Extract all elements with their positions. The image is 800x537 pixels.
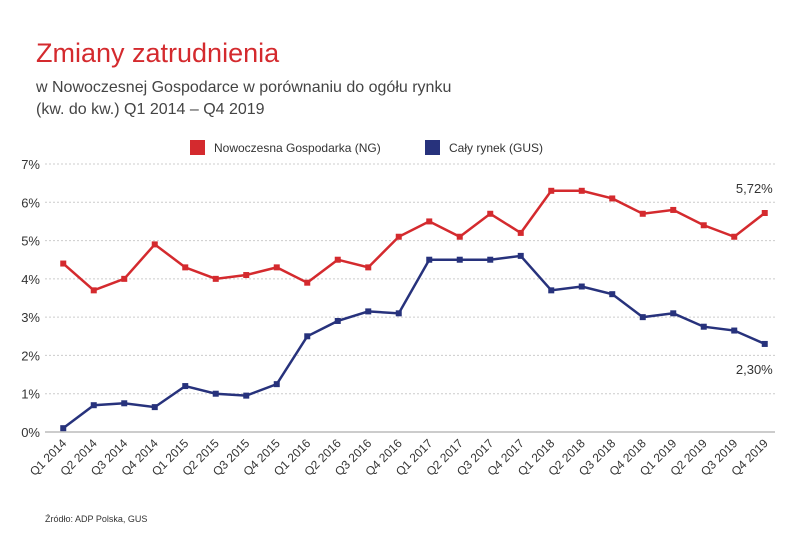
- point-marker: [182, 264, 189, 271]
- chart-subtitle: (kw. do kw.) Q1 2014 – Q4 2019: [36, 101, 265, 118]
- point-marker: [609, 195, 616, 202]
- point-marker: [90, 402, 97, 409]
- point-marker: [761, 210, 768, 217]
- point-marker: [517, 229, 524, 236]
- point-marker: [670, 206, 677, 213]
- point-marker: [456, 256, 463, 263]
- chart-subtitle: w Nowoczesnej Gospodarce w porównaniu do…: [35, 79, 451, 96]
- source: Źródło: ADP Polska, GUS: [45, 514, 147, 524]
- y-tick-label: 7%: [21, 157, 40, 172]
- point-marker: [639, 314, 646, 321]
- point-marker: [700, 323, 707, 330]
- point-marker: [121, 275, 128, 282]
- point-marker: [548, 187, 555, 194]
- point-marker: [761, 340, 768, 347]
- point-marker: [395, 233, 402, 240]
- point-marker: [639, 210, 646, 217]
- point-marker: [731, 327, 738, 334]
- point-marker: [243, 392, 250, 399]
- y-tick-label: 3%: [21, 310, 40, 325]
- y-tick-label: 0%: [21, 425, 40, 440]
- point-marker: [487, 210, 494, 217]
- point-marker: [365, 264, 372, 271]
- point-marker: [273, 264, 280, 271]
- point-marker: [731, 233, 738, 240]
- point-marker: [487, 256, 494, 263]
- point-marker: [212, 275, 219, 282]
- point-marker: [517, 252, 524, 259]
- point-marker: [304, 333, 311, 340]
- point-marker: [365, 308, 372, 315]
- point-marker: [395, 310, 402, 317]
- point-marker: [151, 241, 158, 248]
- point-marker: [609, 291, 616, 298]
- point-marker: [578, 283, 585, 290]
- point-marker: [304, 279, 311, 286]
- series-line: [62, 189, 766, 292]
- point-marker: [426, 256, 433, 263]
- legend-label: Nowoczesna Gospodarka (NG): [214, 141, 381, 155]
- value-label: 5,72%: [736, 181, 773, 196]
- point-marker: [212, 390, 219, 397]
- legend-swatch: [425, 140, 440, 155]
- y-tick-label: 4%: [21, 272, 40, 287]
- point-marker: [60, 425, 67, 432]
- point-marker: [243, 272, 250, 279]
- y-tick-label: 6%: [21, 195, 40, 210]
- legend-label: Cały rynek (GUS): [449, 141, 543, 155]
- point-marker: [334, 256, 341, 263]
- y-tick-label: 2%: [21, 348, 40, 363]
- point-marker: [670, 310, 677, 317]
- point-marker: [121, 400, 128, 407]
- point-marker: [578, 187, 585, 194]
- point-marker: [426, 218, 433, 225]
- point-marker: [456, 233, 463, 240]
- point-marker: [60, 260, 67, 267]
- point-marker: [700, 222, 707, 229]
- chart-title: Zmiany zatrudnienia: [36, 38, 280, 68]
- y-tick-label: 5%: [21, 234, 40, 249]
- value-label: 2,30%: [736, 362, 773, 377]
- y-tick-label: 1%: [21, 387, 40, 402]
- point-marker: [548, 287, 555, 294]
- point-marker: [273, 381, 280, 388]
- series-line: [62, 254, 766, 430]
- point-marker: [334, 317, 341, 324]
- point-marker: [90, 287, 97, 294]
- point-marker: [182, 383, 189, 390]
- point-marker: [151, 404, 158, 411]
- legend-swatch: [190, 140, 205, 155]
